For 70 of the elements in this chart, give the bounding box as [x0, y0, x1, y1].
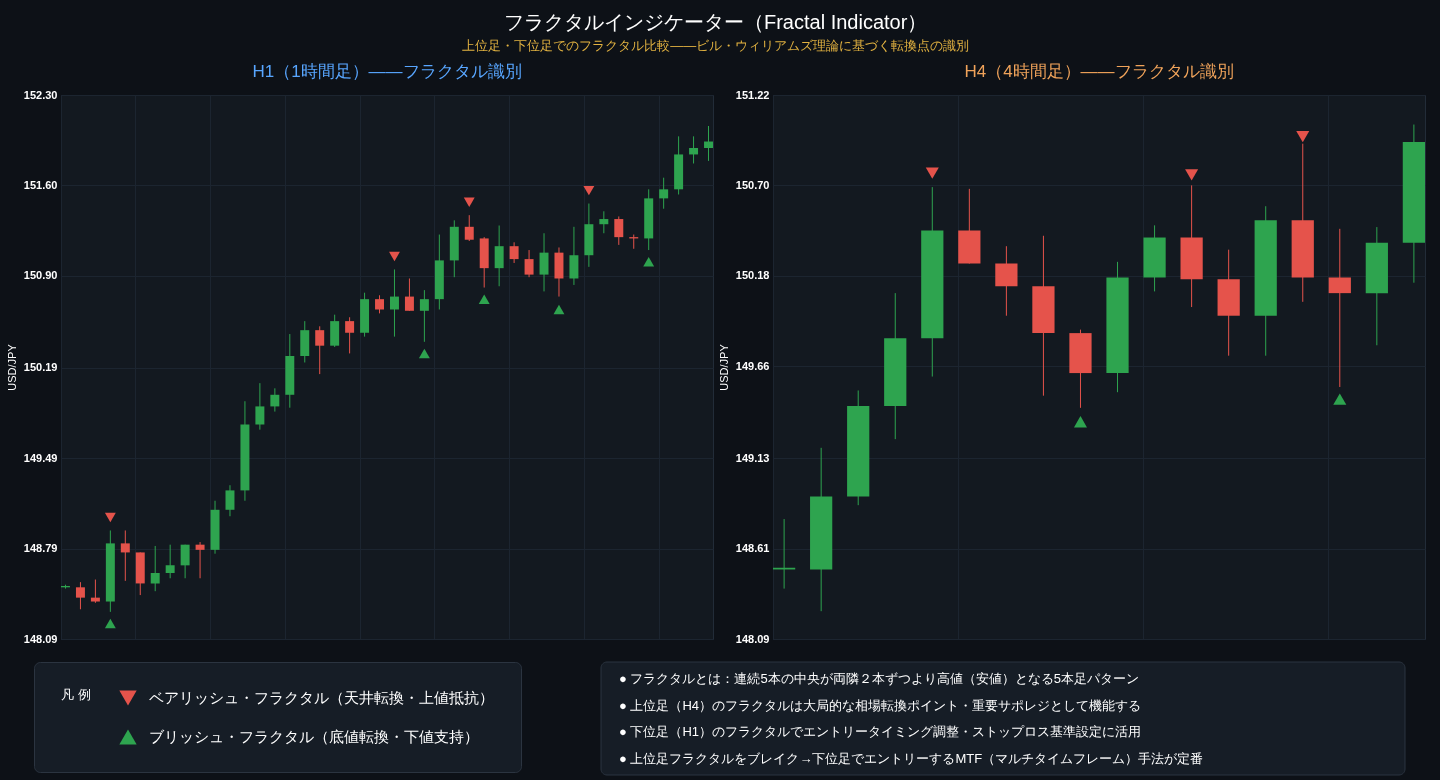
y-tick-label: 150.19 — [23, 361, 58, 374]
point — [104, 618, 116, 629]
y-tick-label: 151.60 — [23, 178, 58, 191]
candlestick — [464, 214, 474, 242]
candlestick — [494, 225, 504, 287]
text: ● フラクタルとは：連続5本の中央が両隣２本ずつより高値（安値）となる5本足パターン — [619, 671, 1139, 686]
text: ● 上位足（H4）のフラクタルは大局的な相場転換ポイント・重要サポレジとして機能する — [619, 697, 1142, 713]
text: ● 上位足フラクタルをブレイク→下位足でエントリーするMTF（マルチタイムフレーム）手法が定番 — [619, 750, 1204, 766]
candlestick — [509, 241, 519, 264]
candlestick — [539, 232, 549, 292]
candlestick — [704, 125, 713, 162]
point — [583, 185, 595, 196]
legend-label: ブリッシュ・フラクタル（底値転換・下値支持） — [149, 728, 479, 745]
y-tick-label: 148.61 — [735, 542, 770, 555]
text: ● 下位足（H1）のフラクタルでエントリータイミング調整・ストップロス基準設定に活用 — [619, 724, 1142, 739]
point — [478, 294, 490, 304]
candlestick — [659, 177, 669, 210]
y-tick-label: 149.13 — [735, 451, 770, 464]
candlestick — [599, 210, 609, 234]
y-axis-title: USD/JPY — [717, 343, 730, 391]
point — [418, 348, 430, 359]
y-tick-label: 149.49 — [23, 451, 58, 464]
point — [1333, 393, 1347, 405]
candlestick — [195, 541, 205, 579]
y-tick-label: 151.22 — [735, 88, 770, 101]
y-tick-label: 152.30 — [23, 88, 58, 101]
point — [389, 251, 400, 262]
y-tick-label: 148.09 — [23, 632, 58, 645]
point — [643, 256, 655, 267]
y-tick-label: 150.70 — [735, 178, 770, 191]
candlestick — [524, 249, 534, 278]
legend-label: ベアリッシュ・フラクタル（天井転換・上値抵抗） — [149, 689, 494, 706]
candlestick — [270, 387, 280, 413]
candlestick — [150, 545, 160, 592]
candlestick — [90, 579, 100, 604]
y-tick-label: 148.79 — [23, 542, 58, 555]
point — [925, 167, 939, 179]
chart-title: H4（4時間足）——フラクタル識別 — [964, 62, 1234, 81]
point — [1296, 131, 1310, 143]
candlestick — [614, 215, 624, 246]
y-axis-title: USD/JPY — [5, 343, 18, 391]
point — [553, 304, 565, 315]
candlestick — [180, 544, 190, 579]
y-tick-label: 149.66 — [735, 359, 770, 372]
candlestick — [120, 529, 130, 582]
y-tick-label: 150.90 — [23, 269, 58, 282]
point — [1073, 416, 1087, 428]
point — [1185, 169, 1199, 181]
text: フラクタルインジケーター（Fractal Indicator） — [503, 10, 928, 33]
y-tick-label: 150.18 — [735, 269, 770, 282]
candlestick — [375, 294, 385, 314]
point — [104, 512, 116, 523]
y-tick-label: 148.09 — [735, 632, 770, 645]
candlestick — [345, 316, 355, 354]
candlestick — [569, 226, 579, 286]
candlestick — [75, 581, 85, 610]
point — [463, 197, 475, 207]
legend-title: 凡 例 — [61, 687, 91, 702]
candlestick — [255, 382, 265, 431]
chart-title: H1（1時間足）——フラクタル識別 — [252, 62, 522, 81]
candlestick — [689, 135, 699, 164]
candlestick — [1328, 228, 1351, 388]
candlestick — [389, 268, 399, 338]
text: 上位足・下位足でのフラクタル比較——ビル・ウィリアムズ理論に基づく転換点の識別 — [462, 37, 970, 53]
candlestick — [419, 289, 429, 343]
candlestick — [404, 277, 414, 312]
candlestick — [315, 325, 325, 375]
candlestick — [995, 245, 1018, 317]
candlestick — [165, 544, 175, 579]
candlestick — [225, 484, 235, 517]
